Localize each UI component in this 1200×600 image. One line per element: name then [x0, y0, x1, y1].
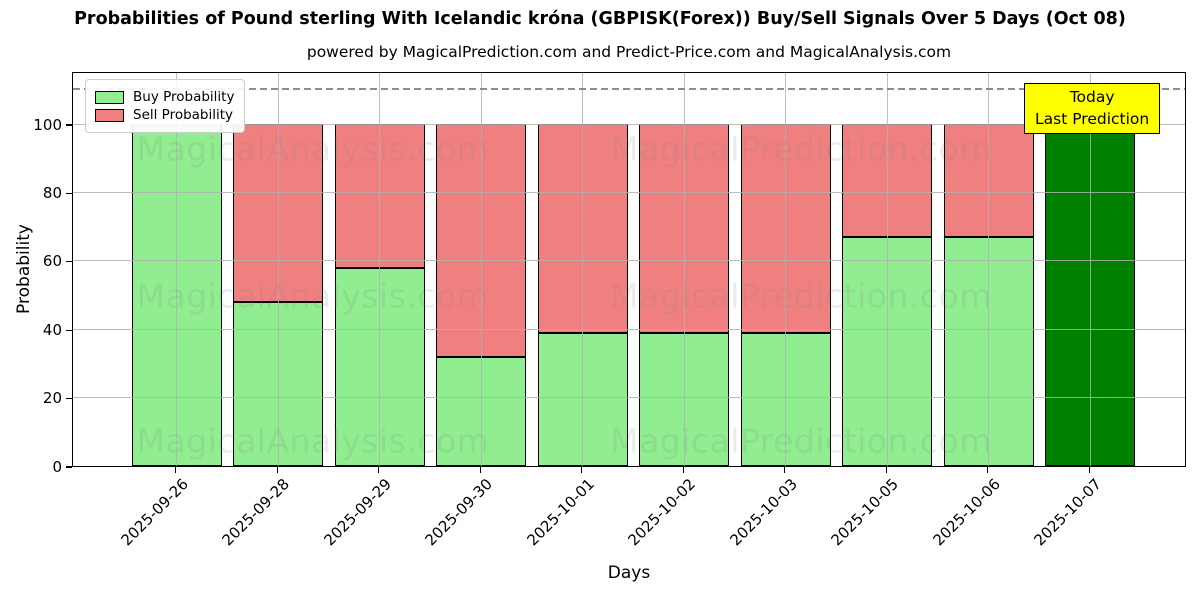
threshold-dashed-line — [73, 88, 1185, 90]
watermark-left-1: MagicalAnalysis.com — [136, 129, 490, 169]
watermark-left-2: MagicalAnalysis.com — [136, 276, 490, 316]
y-tick-label: 0 — [52, 457, 62, 476]
y-tick-mark — [66, 329, 72, 331]
gridline-x-2025-10-02 — [683, 73, 685, 466]
gridline-y-20 — [73, 397, 1185, 399]
legend-sell-label: Sell Probability — [133, 107, 234, 123]
today-annotation: Today Last Prediction — [1024, 83, 1161, 134]
x-tick-mark — [479, 467, 481, 473]
gridline-y-100 — [73, 123, 1185, 125]
legend-buy-label: Buy Probability — [133, 89, 235, 105]
y-tick-mark — [66, 466, 72, 468]
gridline-x-2025-10-03 — [785, 73, 787, 466]
gridline-x-2025-09-28 — [277, 73, 279, 466]
gridline-x-2025-10-01 — [582, 73, 584, 466]
watermark-left-3: MagicalAnalysis.com — [136, 421, 490, 461]
watermark-right-2: MagicalPrediction.com — [610, 276, 992, 316]
x-tick-mark — [885, 467, 887, 473]
y-tick-label: 100 — [33, 115, 62, 134]
x-tick-mark — [276, 467, 278, 473]
gridline-x-2025-09-26 — [176, 73, 178, 466]
x-tick-mark — [1088, 467, 1090, 473]
chart-title: Probabilities of Pound sterling With Ice… — [74, 9, 1126, 29]
y-tick-mark — [66, 192, 72, 195]
y-tick-label: 20 — [42, 389, 62, 408]
plot-area: MagicalAnalysis.com MagicalAnalysis.com Ma… — [72, 72, 1186, 467]
legend-sell-swatch — [95, 108, 124, 122]
gridline-x-2025-09-29 — [379, 73, 381, 466]
x-tick-mark — [784, 467, 786, 473]
gridline-y-40 — [73, 328, 1185, 330]
watermark-right-1: MagicalPrediction.com — [610, 129, 992, 169]
today-annotation-line1: Today — [1069, 88, 1115, 106]
chart-subtitle: powered by MagicalPrediction.com and Pre… — [306, 43, 952, 61]
legend-row-buy: Buy Probability — [95, 89, 234, 105]
today-annotation-line2: Last Prediction — [1035, 110, 1150, 129]
x-tick-mark — [378, 467, 380, 473]
x-axis-label: Days — [607, 563, 651, 583]
gridline-x-2025-09-30 — [480, 73, 482, 466]
legend-buy-swatch — [95, 90, 124, 104]
y-tick-mark — [66, 397, 72, 400]
y-tick-mark — [66, 261, 72, 263]
gridline-x-2025-10-05 — [886, 73, 888, 466]
y-tick-mark — [66, 124, 72, 126]
x-tick-mark — [987, 467, 989, 473]
gridline-y-80 — [73, 191, 1185, 193]
y-tick-label: 40 — [42, 320, 62, 339]
x-tick-mark — [581, 467, 583, 473]
gridline-x-2025-10-06 — [988, 73, 990, 466]
x-tick-mark — [175, 467, 177, 473]
x-tick-mark — [682, 467, 684, 473]
y-tick-label: 60 — [42, 252, 62, 271]
x-tick-label: 2025-10-07 — [1030, 475, 1105, 550]
watermark-right-3: MagicalPrediction.com — [610, 421, 992, 461]
gridline-y-60 — [73, 260, 1185, 262]
legend-row-sell: Sell Probability — [95, 107, 234, 123]
legend: Buy Probability Sell Probability — [85, 79, 246, 133]
y-tick-label: 80 — [42, 183, 62, 202]
gridline-x-2025-10-07 — [1089, 73, 1091, 466]
